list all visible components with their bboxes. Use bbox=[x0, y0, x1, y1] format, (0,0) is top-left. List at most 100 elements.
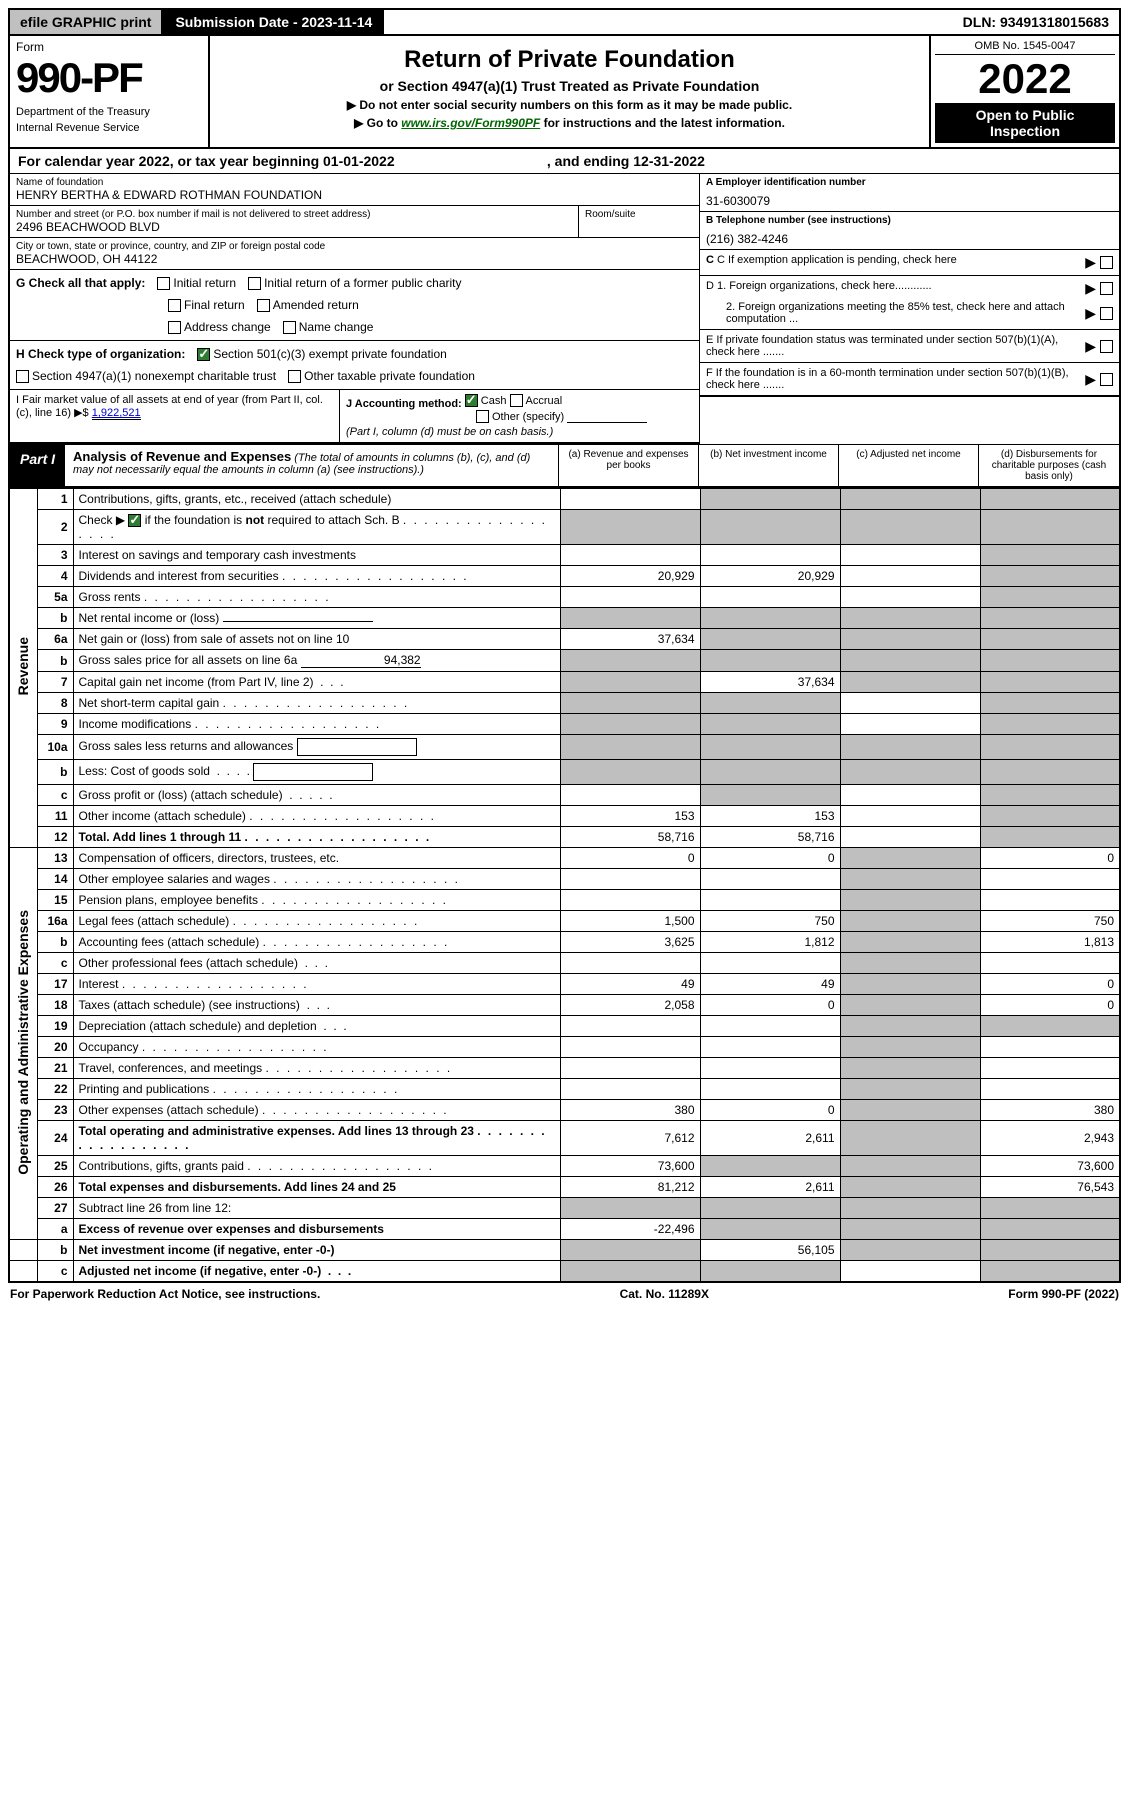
table-row: 19Depreciation (attach schedule) and dep… bbox=[9, 1016, 1120, 1037]
line-22-desc: Printing and publications bbox=[73, 1079, 560, 1100]
efile-print-button[interactable]: efile GRAPHIC print bbox=[10, 10, 163, 34]
ck-60month-term[interactable] bbox=[1100, 373, 1113, 386]
h-check-row: H Check type of organization: Section 50… bbox=[10, 341, 699, 390]
part1-header: Part I Analysis of Revenue and Expenses … bbox=[8, 444, 1121, 488]
line-12-col-b: 58,716 bbox=[700, 827, 840, 848]
table-row: 17Interest 49490 bbox=[9, 974, 1120, 995]
j-label: J Accounting method: bbox=[346, 398, 462, 410]
table-row: 11Other income (attach schedule) 153153 bbox=[9, 806, 1120, 827]
form-header: Form 990-PF Department of the Treasury I… bbox=[8, 36, 1121, 149]
line-16b-col-a: 3,625 bbox=[560, 932, 700, 953]
ck-initial-former[interactable]: Initial return of a former public charit… bbox=[248, 276, 461, 290]
instr2-pre: ▶ Go to bbox=[354, 116, 401, 130]
table-row: bNet investment income (if negative, ent… bbox=[9, 1240, 1120, 1261]
ck-address-change[interactable]: Address change bbox=[168, 320, 271, 334]
ck-exemption-pending[interactable] bbox=[1100, 256, 1113, 269]
table-row: 4Dividends and interest from securities … bbox=[9, 566, 1120, 587]
line-26-desc: Total expenses and disbursements. Add li… bbox=[73, 1177, 560, 1198]
ck-4947a1[interactable]: Section 4947(a)(1) nonexempt charitable … bbox=[16, 369, 276, 383]
ck-85pct-test[interactable] bbox=[1100, 307, 1113, 320]
line-23-col-a: 380 bbox=[560, 1100, 700, 1121]
line-16a-col-a: 1,500 bbox=[560, 911, 700, 932]
part1-label: Part I bbox=[10, 445, 65, 486]
line-27c-desc: Adjusted net income (if negative, enter … bbox=[73, 1261, 560, 1283]
c-label: C If exemption application is pending, c… bbox=[717, 254, 957, 266]
ck-initial-return[interactable]: Initial return bbox=[157, 276, 236, 290]
line-8-desc: Net short-term capital gain bbox=[73, 693, 560, 714]
footer-right: Form 990-PF (2022) bbox=[1008, 1287, 1119, 1301]
omb-number: OMB No. 1545-0047 bbox=[935, 40, 1115, 55]
irs-label: Internal Revenue Service bbox=[16, 122, 202, 134]
line-15-desc: Pension plans, employee benefits bbox=[73, 890, 560, 911]
line-17-desc: Interest bbox=[73, 974, 560, 995]
table-row: Operating and Administrative Expenses 13… bbox=[9, 848, 1120, 869]
phone-value: (216) 382-4246 bbox=[706, 226, 1113, 246]
e-label: E If private foundation status was termi… bbox=[706, 334, 1085, 358]
ck-sch-b-not-required[interactable] bbox=[128, 514, 141, 527]
table-row: 27Subtract line 26 from line 12: bbox=[9, 1198, 1120, 1219]
line-25-desc: Contributions, gifts, grants paid bbox=[73, 1156, 560, 1177]
arrow-icon: ▶ bbox=[1085, 254, 1096, 271]
line-4-desc: Dividends and interest from securities bbox=[73, 566, 560, 587]
table-row: 9Income modifications bbox=[9, 714, 1120, 735]
ck-foreign-org[interactable] bbox=[1100, 282, 1113, 295]
ck-other-taxable[interactable]: Other taxable private foundation bbox=[288, 369, 475, 383]
ck-status-terminated[interactable] bbox=[1100, 340, 1113, 353]
line-20-desc: Occupancy bbox=[73, 1037, 560, 1058]
fmv-value[interactable]: 1,922,521 bbox=[92, 407, 141, 420]
line-27b-col-b: 56,105 bbox=[700, 1240, 840, 1261]
arrow-icon: ▶ bbox=[1085, 371, 1096, 388]
table-row: bGross sales price for all assets on lin… bbox=[9, 650, 1120, 672]
e-row: E If private foundation status was termi… bbox=[700, 330, 1119, 363]
city-label: City or town, state or province, country… bbox=[16, 241, 693, 252]
line-4-col-b: 20,929 bbox=[700, 566, 840, 587]
line-6a-col-a: 37,634 bbox=[560, 629, 700, 650]
form-subtitle: or Section 4947(a)(1) Trust Treated as P… bbox=[216, 78, 923, 94]
page-footer: For Paperwork Reduction Act Notice, see … bbox=[8, 1283, 1121, 1305]
line-16a-desc: Legal fees (attach schedule) bbox=[73, 911, 560, 932]
ein-label: A Employer identification number bbox=[706, 177, 1113, 188]
foundation-name-cell: Name of foundation HENRY BERTHA & EDWARD… bbox=[10, 174, 699, 206]
arrow-icon: ▶ bbox=[1085, 280, 1096, 297]
line-13-col-d: 0 bbox=[980, 848, 1120, 869]
form-title: Return of Private Foundation bbox=[216, 46, 923, 74]
ck-501c3[interactable]: Section 501(c)(3) exempt private foundat… bbox=[197, 347, 446, 361]
line-23-col-b: 0 bbox=[700, 1100, 840, 1121]
line-24-col-b: 2,611 bbox=[700, 1121, 840, 1156]
line-24-col-a: 7,612 bbox=[560, 1121, 700, 1156]
footer-mid: Cat. No. 11289X bbox=[620, 1287, 709, 1301]
line-9-desc: Income modifications bbox=[73, 714, 560, 735]
ck-accrual[interactable]: Accrual bbox=[510, 394, 563, 407]
table-row: 21Travel, conferences, and meetings bbox=[9, 1058, 1120, 1079]
line-24-col-d: 2,943 bbox=[980, 1121, 1120, 1156]
foundation-name: HENRY BERTHA & EDWARD ROTHMAN FOUNDATION bbox=[16, 188, 693, 202]
d1-label: D 1. Foreign organizations, check here..… bbox=[706, 280, 1085, 297]
ck-name-change[interactable]: Name change bbox=[283, 320, 374, 334]
entity-info: Name of foundation HENRY BERTHA & EDWARD… bbox=[8, 174, 1121, 444]
table-row: 12Total. Add lines 1 through 11 58,71658… bbox=[9, 827, 1120, 848]
table-row: 5aGross rents bbox=[9, 587, 1120, 608]
ck-amended-return[interactable]: Amended return bbox=[257, 298, 359, 312]
line-16b-col-b: 1,812 bbox=[700, 932, 840, 953]
table-row: 10aGross sales less returns and allowanc… bbox=[9, 735, 1120, 760]
line-21-desc: Travel, conferences, and meetings bbox=[73, 1058, 560, 1079]
dept-treasury: Department of the Treasury bbox=[16, 106, 202, 118]
name-label: Name of foundation bbox=[16, 177, 693, 188]
table-row: Revenue 1Contributions, gifts, grants, e… bbox=[9, 489, 1120, 510]
line-5b-desc: Net rental income or (loss) bbox=[73, 608, 560, 629]
form990pf-link[interactable]: www.irs.gov/Form990PF bbox=[401, 116, 540, 130]
ck-final-return[interactable]: Final return bbox=[168, 298, 245, 312]
line-5a-desc: Gross rents bbox=[73, 587, 560, 608]
street-address: 2496 BEACHWOOD BLVD bbox=[16, 220, 572, 234]
line-7-desc: Capital gain net income (from Part IV, l… bbox=[73, 672, 560, 693]
line-6b-desc: Gross sales price for all assets on line… bbox=[73, 650, 560, 672]
ck-other-method[interactable]: Other (specify) bbox=[476, 410, 564, 423]
phone-label: B Telephone number (see instructions) bbox=[706, 215, 1113, 226]
line-12-col-a: 58,716 bbox=[560, 827, 700, 848]
table-row: 22Printing and publications bbox=[9, 1079, 1120, 1100]
table-row: cOther professional fees (attach schedul… bbox=[9, 953, 1120, 974]
table-row: 15Pension plans, employee benefits bbox=[9, 890, 1120, 911]
part1-title: Analysis of Revenue and Expenses bbox=[73, 449, 291, 464]
table-row: 18Taxes (attach schedule) (see instructi… bbox=[9, 995, 1120, 1016]
ck-cash[interactable]: Cash bbox=[465, 394, 507, 407]
